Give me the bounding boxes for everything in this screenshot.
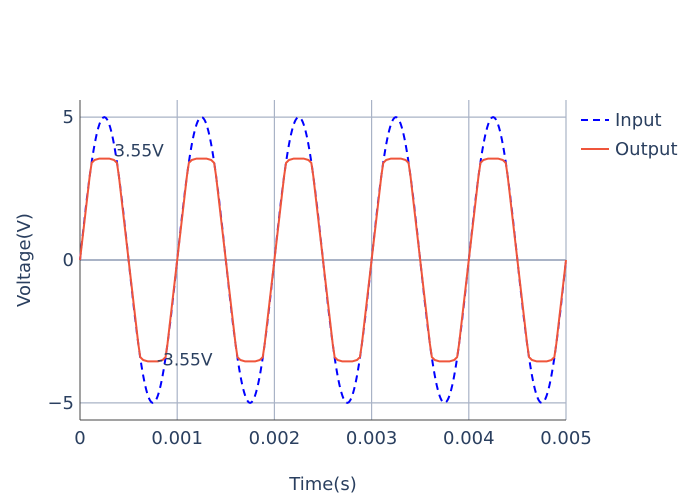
- legend-label-input: Input: [615, 110, 662, 131]
- x-tick-label: 0.003: [346, 428, 398, 449]
- annotation-label: 3.55V: [114, 142, 164, 162]
- x-tick-label: 0: [74, 428, 85, 449]
- y-tick-label: 0: [63, 250, 74, 271]
- x-tick-label: 0.001: [151, 428, 203, 449]
- annotation-label: -3.55V: [157, 350, 213, 370]
- x-axis-title: Time(s): [288, 474, 356, 495]
- y-tick-label: −5: [47, 393, 74, 414]
- y-tick-label: 5: [63, 107, 74, 128]
- legend-item-input[interactable]: Input: [581, 110, 662, 131]
- y-axis-title: Voltage(V): [14, 213, 35, 307]
- legend-label-output: Output: [615, 139, 678, 160]
- x-tick-label: 0.005: [540, 428, 592, 449]
- series-line-output: [79, 157, 567, 363]
- annotations: 3.55V -3.55V: [114, 142, 213, 371]
- x-tick-label: 0.004: [443, 428, 495, 449]
- tick-labels: 0 0.001 0.002 0.003 0.004 0.005−505: [47, 107, 591, 449]
- legend-item-output[interactable]: Output: [581, 139, 678, 160]
- legend[interactable]: Input Output: [581, 110, 678, 160]
- series-layer: [79, 116, 567, 404]
- x-tick-label: 0.002: [249, 428, 301, 449]
- series-line-input: [79, 116, 567, 404]
